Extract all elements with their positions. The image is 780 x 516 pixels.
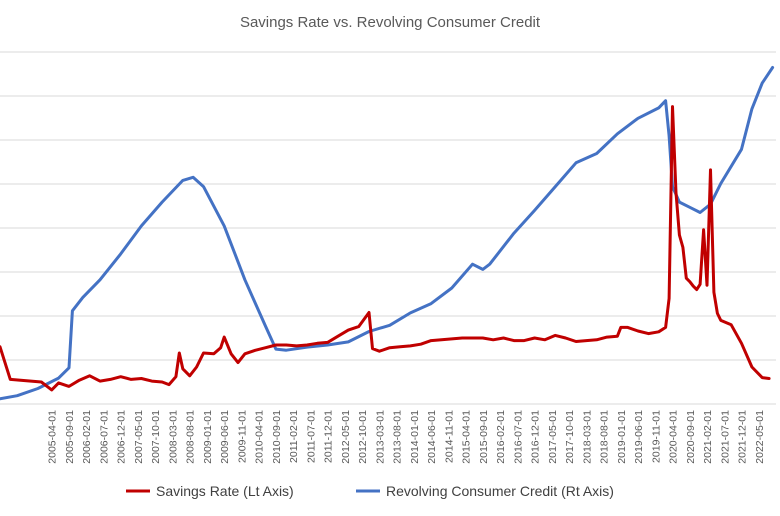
- series-line-savings-rate: [0, 105, 771, 392]
- x-tick-label: 2006-02-01: [81, 410, 93, 464]
- x-tick-label: 2014-11-01: [443, 410, 455, 463]
- x-tick-label: 2009-11-01: [236, 410, 248, 463]
- x-tick-label: 2019-11-01: [650, 410, 662, 463]
- x-tick-label: 2017-05-01: [547, 410, 559, 464]
- series-lines: [0, 66, 775, 401]
- x-axis-tick-labels: 2005-04-01 2005-09-01 2006-02-01 2006-07-01…: [47, 410, 766, 464]
- x-tick-label: 2008-03-01: [167, 410, 179, 464]
- legend: Savings Rate (Lt Axis) Revolving Consume…: [126, 483, 614, 499]
- x-tick-label: 2007-05-01: [133, 410, 145, 464]
- x-tick-label: 2015-04-01: [461, 410, 473, 464]
- legend-label-savings-rate: Savings Rate (Lt Axis): [156, 483, 294, 499]
- x-tick-label: 2006-12-01: [116, 410, 128, 464]
- legend-label-revolving-credit: Revolving Consumer Credit (Rt Axis): [386, 483, 614, 499]
- x-tick-label: 2015-09-01: [478, 410, 490, 464]
- x-tick-label: 2019-01-01: [616, 410, 628, 464]
- x-tick-label: 2016-07-01: [512, 410, 524, 464]
- x-tick-label: 2018-08-01: [599, 410, 611, 464]
- grid-lines: [0, 51, 776, 405]
- x-tick-label: 2021-07-01: [719, 410, 731, 464]
- x-tick-label: 2011-07-01: [305, 410, 317, 463]
- x-tick-label: 2020-09-01: [685, 410, 697, 464]
- x-tick-label: 2019-06-01: [633, 410, 645, 464]
- x-tick-label: 2011-02-01: [288, 410, 300, 463]
- x-tick-label: 2010-09-01: [271, 410, 283, 464]
- x-tick-label: 2013-08-01: [392, 410, 404, 464]
- x-tick-label: 2011-12-01: [323, 410, 335, 463]
- x-tick-label: 2012-05-01: [340, 410, 352, 464]
- x-tick-label: 2009-06-01: [219, 410, 231, 464]
- x-tick-label: 2009-01-01: [202, 410, 214, 464]
- x-tick-label: 2018-03-01: [581, 410, 593, 464]
- x-tick-label: 2021-02-01: [702, 410, 714, 464]
- x-tick-label: 2016-02-01: [495, 410, 507, 464]
- x-tick-label: 2014-01-01: [409, 410, 421, 464]
- chart-title: Savings Rate vs. Revolving Consumer Cred…: [240, 14, 541, 31]
- x-tick-label: 2013-03-01: [374, 410, 386, 464]
- x-tick-label: 2010-04-01: [254, 410, 266, 464]
- x-tick-label: 2022-05-01: [754, 410, 766, 464]
- x-tick-label: 2007-10-01: [150, 410, 162, 464]
- x-tick-label: 2005-04-01: [47, 410, 59, 464]
- x-tick-label: 2012-10-01: [357, 410, 369, 464]
- x-tick-label: 2006-07-01: [99, 410, 111, 464]
- x-tick-label: 2008-08-01: [185, 410, 197, 464]
- x-tick-label: 2020-04-01: [668, 410, 680, 464]
- x-tick-label: 2017-10-01: [564, 410, 576, 464]
- x-tick-label: 2005-09-01: [64, 410, 76, 464]
- x-tick-label: 2014-06-01: [426, 410, 438, 464]
- series-line-revolving-credit: [0, 66, 775, 401]
- x-tick-label: 2016-12-01: [530, 410, 542, 464]
- x-tick-label: 2021-12-01: [737, 410, 749, 464]
